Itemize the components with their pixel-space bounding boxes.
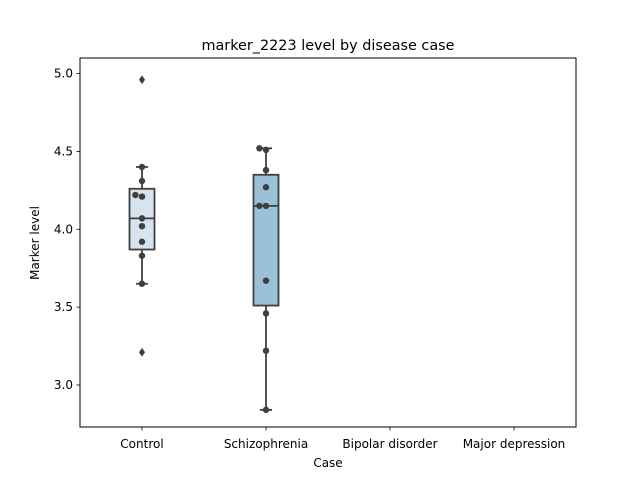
- data-point: [138, 222, 146, 230]
- data-point: [262, 277, 270, 284]
- data-point: [132, 191, 139, 199]
- outlier-point: [138, 75, 146, 85]
- plot-frame: [79, 57, 577, 428]
- data-point: [138, 177, 146, 185]
- y-tick-label: 4.0: [54, 222, 73, 236]
- data-point: [138, 163, 146, 171]
- x-axis-label: Case: [313, 456, 342, 470]
- data-point: [262, 347, 270, 354]
- data-point: [138, 280, 146, 287]
- data-point: [138, 215, 146, 222]
- data-point: [262, 184, 270, 191]
- y-tick-label: 3.5: [54, 300, 73, 314]
- data-point: [262, 146, 270, 154]
- data-point: [262, 166, 270, 174]
- x-tick-label: Control: [120, 437, 163, 451]
- y-axis-label: Marker level: [28, 206, 42, 280]
- y-tick-label: 5.0: [54, 67, 73, 81]
- data-point: [138, 238, 146, 245]
- data-point: [256, 202, 263, 210]
- data-point: [138, 193, 146, 200]
- data-point: [262, 202, 270, 210]
- chart-title: marker_2223 level by disease case: [201, 38, 454, 54]
- box-schizophrenia: [252, 173, 280, 307]
- x-tick-label: Bipolar disorder: [342, 437, 437, 451]
- data-point: [262, 406, 270, 414]
- data-point: [262, 310, 270, 317]
- data-point: [138, 252, 146, 259]
- y-tick-label: 4.5: [54, 144, 73, 158]
- data-point: [256, 145, 263, 152]
- y-tick-label: 3.0: [54, 378, 73, 392]
- x-tick-label: Schizophrenia: [224, 437, 308, 451]
- outlier-point: [138, 347, 146, 357]
- x-tick-label: Major depression: [463, 437, 566, 451]
